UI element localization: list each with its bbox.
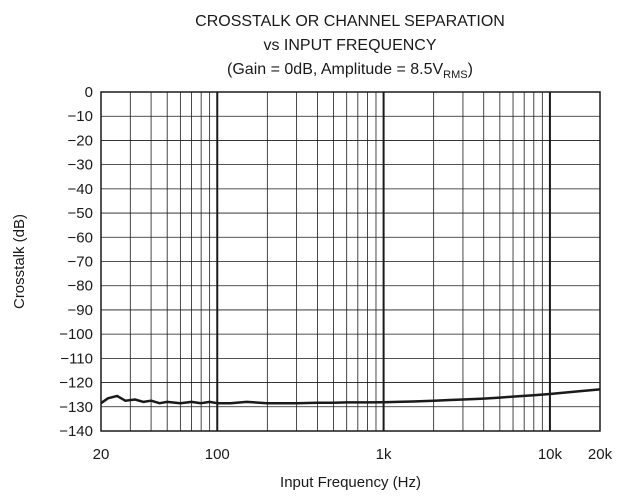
y-axis-label: Crosstalk (dB) bbox=[11, 214, 28, 309]
chart-subtitle: vs INPUT FREQUENCY bbox=[263, 37, 436, 54]
x-tick-label: 20k bbox=[588, 446, 613, 463]
condition-prefix: (Gain = 0dB, Amplitude = 8.5V bbox=[227, 61, 443, 78]
x-tick-label: 100 bbox=[205, 446, 230, 463]
y-tick-label: −120 bbox=[59, 375, 93, 392]
x-axis-label: Input Frequency (Hz) bbox=[280, 474, 421, 491]
chart-title: CROSSTALK OR CHANNEL SEPARATION bbox=[195, 13, 505, 30]
series-line bbox=[100, 388, 601, 405]
x-tick-label: 1k bbox=[376, 446, 392, 463]
x-tick-label: 10k bbox=[538, 446, 563, 463]
y-tick-label: −70 bbox=[68, 254, 93, 271]
x-tick-label: 20 bbox=[93, 446, 110, 463]
y-tick-label: −10 bbox=[68, 108, 93, 125]
y-tick-label: −140 bbox=[59, 423, 93, 440]
condition-suffix: ) bbox=[468, 61, 473, 78]
y-tick-label: −40 bbox=[68, 181, 93, 198]
y-tick-label: −20 bbox=[68, 132, 93, 149]
y-tick-label: 0 bbox=[85, 84, 93, 101]
grid bbox=[100, 91, 601, 432]
y-tick-label: −30 bbox=[68, 157, 93, 174]
series-group bbox=[100, 388, 601, 405]
y-tick-label: −130 bbox=[59, 399, 93, 416]
y-tick-labels: 0 −10 −20 −30 −40 −50 −60 −70 −80 −90 −100 −110 −120… bbox=[59, 84, 93, 440]
y-tick-label: −100 bbox=[59, 326, 93, 343]
y-tick-label: −50 bbox=[68, 205, 93, 222]
chart-condition: (Gain = 0dB, Amplitude = 8.5VRMS) bbox=[227, 61, 473, 81]
condition-subscript: RMS bbox=[443, 69, 467, 81]
y-tick-label: −60 bbox=[68, 229, 93, 246]
plot-frame bbox=[100, 91, 601, 432]
y-tick-label: −110 bbox=[60, 350, 93, 367]
x-tick-labels: 20 100 1k 10k 20k bbox=[93, 446, 613, 463]
y-tick-label: −90 bbox=[68, 302, 93, 319]
y-tick-label: −80 bbox=[68, 278, 93, 295]
